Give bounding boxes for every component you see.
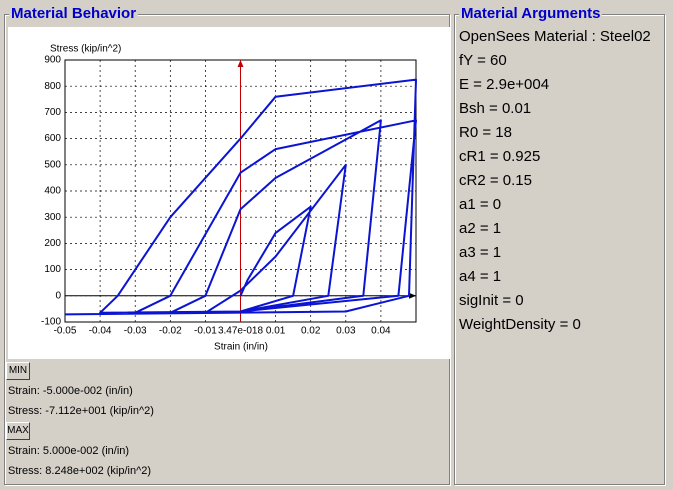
x-tick-label: -0.02 (159, 326, 182, 337)
min-button[interactable]: MIN (6, 362, 30, 380)
x-tick-label: 0.04 (371, 326, 391, 337)
argument: E = 2.9e+004 (459, 76, 550, 93)
x-tick-label: 0.03 (336, 326, 356, 337)
arguments-group: Material Arguments (454, 5, 665, 485)
x-tick-label: -0.03 (124, 326, 147, 337)
group-title: Material Behavior (9, 5, 139, 22)
y-tick-label: 200 (44, 238, 61, 249)
argument: fY = 60 (459, 52, 507, 69)
y-tick-label: 600 (44, 133, 61, 144)
argument: R0 = 18 (459, 124, 512, 141)
y-tick-label: -100 (41, 317, 61, 328)
x-tick-label: 3.47e-018 (218, 326, 263, 337)
y-axis-label: Stress (kip/in^2) (50, 44, 121, 55)
argument: Bsh = 0.01 (459, 100, 532, 117)
group-title: Material Arguments (459, 5, 603, 22)
y-tick-label: 100 (44, 264, 61, 275)
x-tick-label: -0.05 (54, 326, 77, 337)
argument: cR2 = 0.15 (459, 172, 532, 189)
max-strain: Strain: 5.000e-002 (in/in) (8, 445, 130, 457)
chart: Stress (kip/in^2) Strain (in/in) -100 0 10… (8, 27, 450, 359)
y-tick-label: 500 (44, 159, 61, 170)
x-tick-label: -0.04 (89, 326, 112, 337)
x-tick-label: 0.02 (301, 326, 321, 337)
min-stress: Stress: -7.112e+001 (kip/in^2) (8, 405, 154, 417)
argument: a2 = 1 (459, 220, 502, 237)
argument: a4 = 1 (459, 268, 502, 285)
argument: sigInit = 0 (459, 292, 524, 309)
x-axis-arrow (409, 292, 416, 299)
argument: a3 = 1 (459, 244, 502, 261)
y-tick-label: 300 (44, 212, 61, 223)
argument: cR1 = 0.925 (459, 148, 541, 165)
x-axis-label: Strain (in/in) (214, 342, 268, 353)
y-tick-label: 800 (44, 81, 61, 92)
argument: WeightDensity = 0 (459, 316, 581, 333)
x-tick-label: 0.01 (266, 326, 286, 337)
x-tick-label: -0.01 (194, 326, 217, 337)
y-tick-label: 900 (44, 55, 61, 66)
y-axis-arrow (237, 60, 244, 67)
max-stress: Stress: 8.248e+002 (kip/in^2) (8, 465, 152, 477)
argument: OpenSees Material : Steel02 (459, 28, 651, 45)
max-button[interactable]: MAX (6, 422, 30, 440)
y-tick-label: 700 (44, 107, 61, 118)
hysteresis-curve (64, 78, 417, 316)
y-tick-label: 400 (44, 186, 61, 197)
argument: a1 = 0 (459, 196, 502, 213)
y-tick-label: 0 (55, 290, 61, 301)
min-strain: Strain: -5.000e-002 (in/in) (8, 385, 133, 397)
